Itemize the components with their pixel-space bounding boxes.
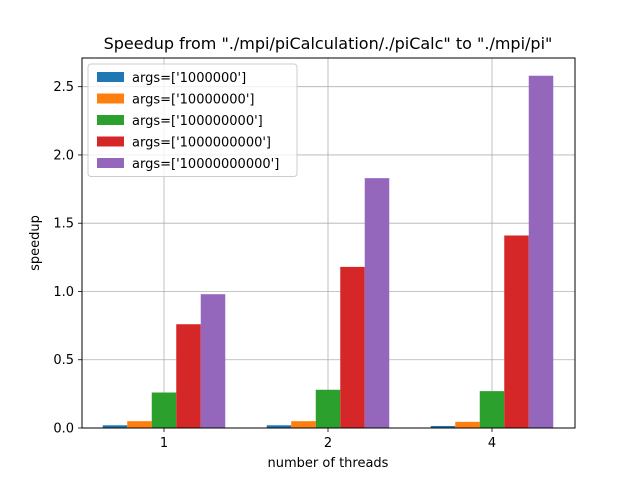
legend-swatch: [97, 72, 124, 82]
bar-series-4-2: [340, 266, 365, 428]
bar-series-5-1: [200, 294, 226, 428]
y-axis-label: speedup: [28, 215, 43, 271]
x-tick-label: 2: [324, 436, 332, 451]
legend-swatch: [97, 136, 124, 147]
legend-label: args=['100000000']: [132, 114, 263, 129]
legend-label: args=['1000000000']: [132, 136, 271, 151]
bar-series-3-1: [151, 392, 177, 428]
bar-series-3-2: [315, 389, 341, 428]
legend-label: args=['10000000']: [132, 93, 254, 108]
bar-series-3-4: [479, 391, 505, 428]
chart-title: Speedup from "./mpi/piCalculation/./piCa…: [104, 34, 553, 53]
bars: [102, 75, 554, 428]
bar-series-5-4: [528, 75, 554, 428]
bar-series-5-2: [364, 178, 390, 428]
legend-label: args=['10000000000']: [132, 157, 279, 172]
bar-series-1-1: [102, 425, 128, 428]
legend-label: args=['1000000']: [132, 71, 246, 86]
bar-series-4-4: [504, 235, 529, 428]
bar-series-2-4: [455, 421, 480, 428]
x-tick-label: 1: [160, 436, 168, 451]
y-axis-ticks: 0.0 0.5 1.0 1.5 2.0 2.5: [53, 80, 82, 437]
y-tick-label: 0.5: [53, 353, 74, 368]
legend-swatch: [97, 93, 124, 104]
y-tick-label: 0.0: [53, 422, 74, 437]
legend-swatch: [97, 158, 124, 168]
legend-swatch: [97, 115, 124, 125]
legend: args=['1000000'] args=['10000000'] args=['…: [87, 63, 298, 177]
y-tick-label: 2.5: [53, 80, 74, 95]
bar-series-4-1: [176, 324, 201, 428]
legend-box: [87, 63, 298, 177]
plot-frame: [81, 57, 576, 429]
x-axis-label: number of threads: [268, 456, 389, 471]
bar-series-1-4: [430, 425, 456, 428]
y-tick-label: 1.0: [53, 285, 74, 300]
y-tick-label: 2.0: [53, 148, 74, 163]
bar-series-2-1: [127, 421, 152, 428]
x-tick-label: 4: [488, 436, 496, 451]
bar-series-1-2: [266, 425, 292, 428]
bar-series-2-2: [291, 421, 316, 428]
y-tick-label: 1.5: [53, 217, 74, 232]
x-axis-ticks: 1 2 4: [160, 428, 496, 451]
